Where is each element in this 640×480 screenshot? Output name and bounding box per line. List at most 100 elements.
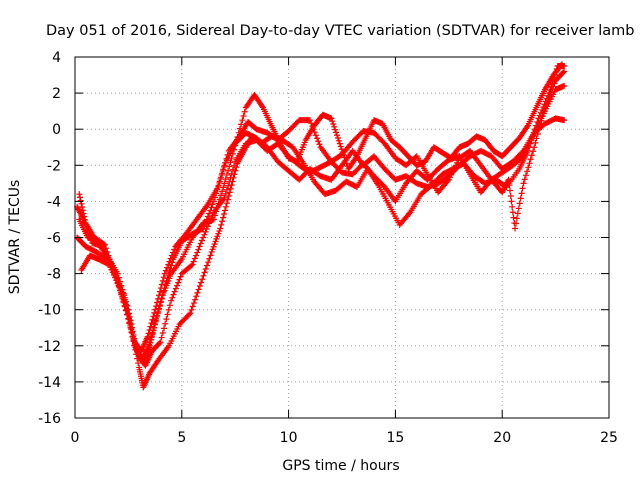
data-point-marker [509, 209, 516, 216]
data-point-marker [79, 207, 86, 214]
data-point-marker [123, 303, 130, 310]
y-tick-label: 4 [52, 50, 61, 66]
data-point-marker [105, 252, 112, 259]
x-tick-label: 0 [71, 430, 80, 446]
data-point-marker [334, 132, 341, 139]
data-point-marker [176, 276, 183, 283]
data-point-marker [306, 117, 313, 124]
data-point-marker [224, 196, 231, 203]
data-point-marker [200, 272, 207, 279]
y-tick-label: -4 [47, 194, 61, 210]
data-point-marker [167, 255, 174, 262]
data-point-marker [193, 293, 200, 300]
x-axis-label: GPS time / hours [282, 458, 399, 474]
data-point-marker [332, 126, 339, 133]
data-point-marker [227, 159, 234, 166]
data-point-marker [341, 154, 348, 161]
data-point-marker [539, 113, 546, 120]
data-point-marker [164, 311, 171, 318]
data-point-marker [201, 269, 208, 276]
data-point-marker [156, 303, 163, 310]
data-point-marker [151, 324, 158, 331]
data-point-marker [117, 287, 124, 294]
data-point-marker [171, 288, 178, 295]
data-point-marker [172, 285, 179, 292]
data-point-marker [79, 204, 86, 211]
data-point-marker [129, 333, 136, 340]
data-point-marker [559, 61, 566, 68]
data-point-marker [154, 310, 161, 317]
data-point-marker [226, 189, 233, 196]
data-point-marker [156, 340, 163, 347]
data-point-marker [158, 295, 165, 302]
data-point-marker [104, 248, 111, 255]
data-point-marker [213, 208, 220, 215]
data-point-marker [226, 163, 233, 170]
data-point-marker [215, 230, 222, 237]
data-point-marker [169, 259, 176, 266]
data-point-marker [158, 334, 165, 341]
data-point-marker [241, 108, 248, 115]
data-point-marker [230, 174, 237, 181]
data-point-marker [221, 207, 228, 214]
data-point-marker [220, 214, 227, 221]
data-point-marker [193, 252, 200, 259]
data-point-marker [116, 283, 123, 290]
data-point-marker [113, 277, 120, 284]
y-tick-label: -12 [38, 339, 61, 355]
data-point-marker [543, 95, 550, 102]
data-point-marker [542, 98, 549, 105]
data-point-marker [170, 291, 177, 298]
y-tick-label: -6 [47, 231, 61, 247]
data-point-marker [222, 190, 229, 197]
data-points [74, 61, 568, 391]
data-point-marker [316, 141, 323, 148]
data-point-marker [342, 157, 349, 164]
data-point-marker [204, 213, 211, 220]
data-point-marker [519, 185, 526, 192]
data-point-marker [534, 118, 541, 125]
data-point-marker [225, 192, 232, 199]
data-point-marker [561, 117, 568, 124]
data-point-marker [331, 123, 338, 130]
y-tick-label: 2 [52, 86, 61, 102]
y-tick-label: -2 [47, 158, 61, 174]
data-point-marker [335, 137, 342, 144]
y-tick-label: -8 [47, 267, 61, 283]
data-point-marker [221, 180, 228, 187]
y-tick-label: -14 [38, 375, 61, 391]
data-point-marker [189, 303, 196, 310]
data-point-marker [128, 329, 135, 336]
data-point-marker [524, 168, 531, 175]
data-point-marker [147, 323, 154, 330]
data-point-marker [161, 325, 167, 332]
data-point-marker [508, 198, 515, 205]
data-point-marker [118, 290, 125, 297]
data-point-marker [526, 144, 533, 151]
data-point-marker [202, 228, 209, 235]
data-point-marker [128, 325, 135, 332]
data-point-marker [122, 299, 129, 306]
data-point-marker [312, 132, 319, 139]
data-point-marker [114, 280, 121, 287]
data-point-marker [336, 140, 343, 147]
data-point-marker [337, 143, 344, 150]
data-point-marker [515, 205, 522, 212]
data-point-marker [233, 138, 240, 145]
data-point-marker [221, 194, 228, 201]
data-point-marker [81, 213, 88, 220]
data-point-marker [202, 265, 209, 272]
data-point-marker [170, 249, 177, 256]
data-point-marker [530, 129, 537, 136]
data-point-marker [203, 262, 210, 269]
data-point-marker [164, 264, 171, 271]
data-point-marker [212, 238, 219, 245]
data-point-marker [507, 187, 514, 194]
data-point-marker [197, 240, 204, 247]
x-tick-label: 25 [600, 430, 618, 446]
data-point-marker [206, 255, 213, 262]
data-point-marker [155, 306, 162, 313]
data-point-marker [222, 203, 229, 210]
data-point-marker [210, 216, 217, 223]
data-point-marker [110, 266, 117, 273]
